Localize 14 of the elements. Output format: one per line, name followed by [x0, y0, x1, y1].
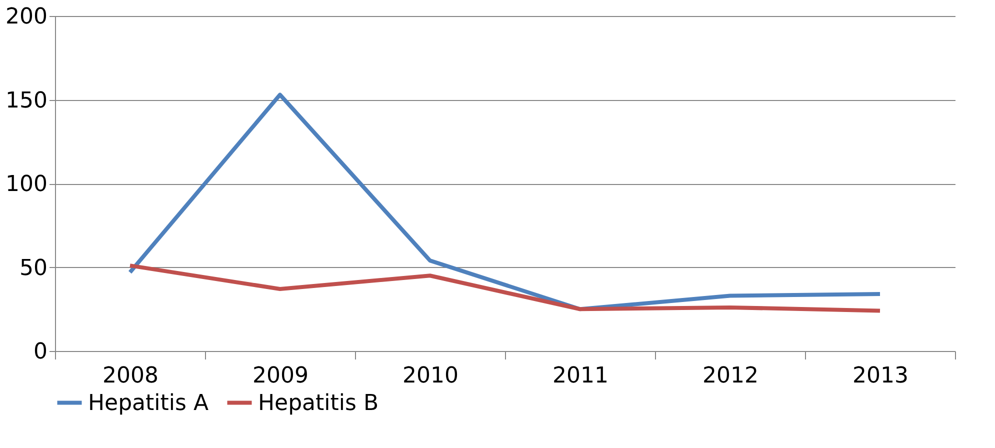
legend-label: Hepatitis B: [258, 390, 379, 416]
y-tick-label: 0: [34, 340, 48, 364]
y-tick-label: 150: [6, 88, 48, 114]
legend-label: Hepatitis A: [88, 390, 209, 416]
x-tick-label: 2011: [552, 364, 608, 388]
y-tick-label: 200: [6, 4, 48, 30]
line-series: [128, 264, 882, 313]
x-tick-label: 2008: [102, 364, 158, 388]
x-tick-label: 2012: [702, 364, 758, 388]
x-tick-label: 2010: [402, 364, 458, 388]
x-tick-label: 2009: [252, 364, 308, 388]
x-tick-label: 2013: [852, 364, 908, 388]
y-tick-label: 100: [6, 172, 48, 197]
y-tick-label: 50: [20, 256, 48, 281]
